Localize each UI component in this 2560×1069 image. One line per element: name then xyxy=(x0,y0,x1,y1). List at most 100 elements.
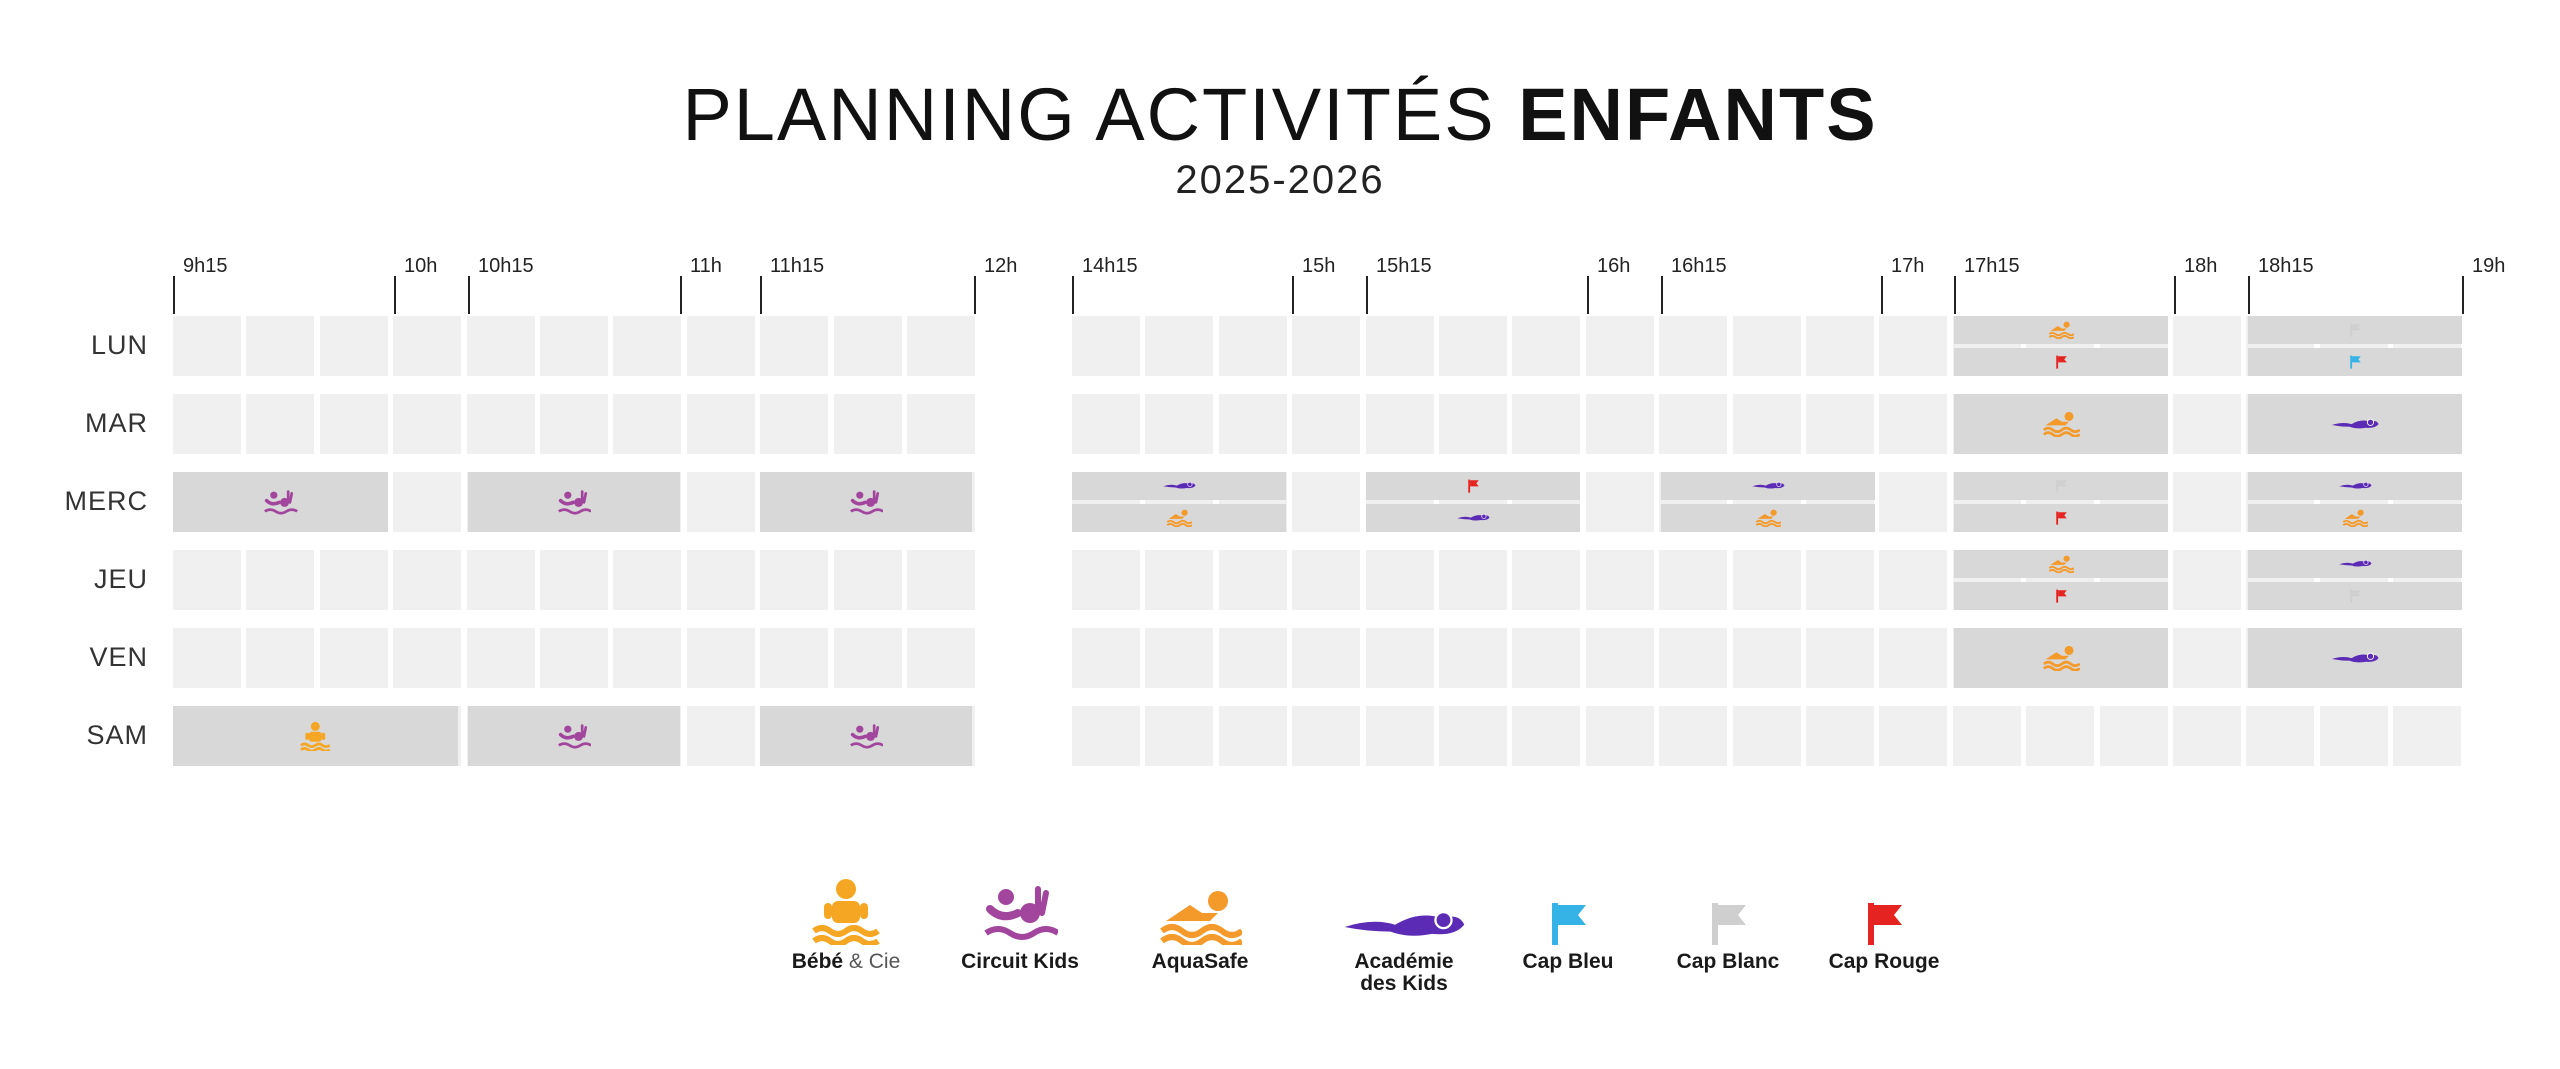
empty-slot xyxy=(1292,706,1361,766)
aquasafe-swimmer-icon xyxy=(1166,509,1193,527)
empty-slot xyxy=(907,316,975,376)
empty-slot xyxy=(246,628,315,688)
empty-slot xyxy=(833,394,902,454)
activity-block-cap-rouge[interactable] xyxy=(1954,582,2168,610)
time-tick xyxy=(2462,276,2464,314)
empty-slot xyxy=(1292,472,1361,532)
empty-slot xyxy=(1879,472,1948,532)
legend-item-cap-rouge: Cap Rouge xyxy=(1784,855,1984,973)
time-tick xyxy=(1366,276,1368,314)
cap-bleu-flag-icon xyxy=(2349,355,2361,369)
activity-block-cap-blanc[interactable] xyxy=(2248,316,2462,344)
empty-slot xyxy=(1732,706,1801,766)
empty-slot xyxy=(1732,316,1801,376)
time-tick xyxy=(1881,276,1883,314)
activity-block-cap-bleu[interactable] xyxy=(2248,348,2462,376)
empty-slot xyxy=(1145,394,1214,454)
activity-block-academie[interactable] xyxy=(2248,472,2462,500)
activity-block-circuit[interactable] xyxy=(468,706,680,766)
empty-slot xyxy=(1806,394,1874,454)
activity-block-academie[interactable] xyxy=(1661,472,1875,500)
aquasafe-swimmer-icon xyxy=(2042,411,2080,437)
empty-slot xyxy=(466,394,535,454)
empty-slot xyxy=(319,628,388,688)
empty-slot xyxy=(173,628,241,688)
activity-block-bebe[interactable] xyxy=(173,706,458,766)
empty-slot xyxy=(613,394,682,454)
aquasafe-swimmer-icon xyxy=(2042,645,2080,671)
empty-slot xyxy=(466,316,535,376)
circuit-kids-icon xyxy=(263,488,298,517)
empty-slot xyxy=(1879,550,1948,610)
activity-block-cap-blanc[interactable] xyxy=(1954,472,2168,500)
time-label: 12h xyxy=(984,255,1018,277)
empty-slot xyxy=(1145,706,1214,766)
legend-label: Bébé & Cie xyxy=(791,950,901,973)
empty-slot xyxy=(1218,316,1287,376)
activity-block-aquasafe[interactable] xyxy=(1072,504,1286,532)
empty-slot xyxy=(393,628,462,688)
activity-block-academie[interactable] xyxy=(1366,504,1580,532)
activity-block-aquasafe[interactable] xyxy=(1661,504,1875,532)
legend-label: Cap Bleu xyxy=(1522,950,1614,973)
activity-block-cap-blanc[interactable] xyxy=(2248,582,2462,610)
empty-slot xyxy=(907,550,975,610)
activity-block-cap-rouge[interactable] xyxy=(1366,472,1580,500)
activity-block-circuit[interactable] xyxy=(468,472,680,532)
activity-block-cap-rouge[interactable] xyxy=(1954,504,2168,532)
empty-slot xyxy=(1292,550,1361,610)
activity-block-academie[interactable] xyxy=(1072,472,1286,500)
empty-slot xyxy=(760,550,829,610)
aquasafe-swimmer-icon xyxy=(2048,555,2075,573)
empty-slot xyxy=(540,550,608,610)
legend-label: Cap Blanc xyxy=(1676,950,1780,973)
activity-block-aquasafe[interactable] xyxy=(2248,504,2462,532)
empty-slot xyxy=(1806,628,1874,688)
time-tick xyxy=(974,276,976,314)
activity-block-cap-rouge[interactable] xyxy=(1954,348,2168,376)
empty-slot xyxy=(833,550,902,610)
empty-slot xyxy=(1218,628,1287,688)
empty-slot xyxy=(613,316,682,376)
activity-block-academie[interactable] xyxy=(2248,628,2462,688)
activity-block-circuit[interactable] xyxy=(760,472,972,532)
empty-slot xyxy=(1659,394,1728,454)
empty-slot xyxy=(319,550,388,610)
activity-block-academie[interactable] xyxy=(2248,394,2462,454)
empty-slot xyxy=(1145,550,1214,610)
activity-block-circuit[interactable] xyxy=(760,706,972,766)
cap-bleu-flag-icon xyxy=(1468,855,1668,945)
empty-slot xyxy=(1292,316,1361,376)
empty-slot xyxy=(2319,706,2388,766)
activity-block-circuit[interactable] xyxy=(173,472,388,532)
empty-slot xyxy=(1439,706,1507,766)
bebe-cie-icon xyxy=(300,721,331,752)
activity-block-aquasafe[interactable] xyxy=(1954,628,2168,688)
empty-slot xyxy=(1806,706,1874,766)
legend-item-aquasafe: AquaSafe xyxy=(1100,855,1300,973)
activity-block-aquasafe[interactable] xyxy=(1954,550,2168,578)
legend-label-sub: & Cie xyxy=(843,950,901,973)
empty-slot xyxy=(2173,628,2241,688)
activity-block-aquasafe[interactable] xyxy=(1954,316,2168,344)
time-label: 10h xyxy=(404,255,438,277)
activity-block-aquasafe[interactable] xyxy=(1954,394,2168,454)
empty-slot xyxy=(2173,394,2241,454)
empty-slot xyxy=(1072,394,1140,454)
time-tick xyxy=(173,276,175,314)
time-label: 17h15 xyxy=(1964,255,2020,277)
empty-slot xyxy=(540,628,608,688)
empty-slot xyxy=(393,550,462,610)
time-tick xyxy=(2248,276,2250,314)
empty-slot xyxy=(1365,550,1434,610)
empty-slot xyxy=(540,394,608,454)
activity-block-academie[interactable] xyxy=(2248,550,2462,578)
time-label: 10h15 xyxy=(478,255,534,277)
cap-blanc-flag-icon xyxy=(2055,479,2067,493)
empty-slot xyxy=(1365,316,1434,376)
empty-slot xyxy=(1512,706,1581,766)
legend-item-cap-blanc: Cap Blanc xyxy=(1628,855,1828,973)
empty-slot xyxy=(833,628,902,688)
empty-slot xyxy=(1732,628,1801,688)
empty-slot xyxy=(833,316,902,376)
